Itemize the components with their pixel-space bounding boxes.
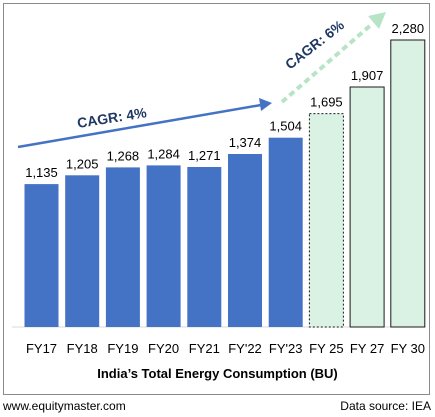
data-label-group: 1,135 1,205 1,268 1,284 1,271 1,374 1,504 1,695… <box>25 21 424 180</box>
x-tick-label: FY 25 <box>309 341 343 356</box>
x-tick-label: FY18 <box>67 341 98 356</box>
data-label: 1,374 <box>229 135 262 150</box>
bar-fy27 <box>349 86 385 328</box>
bar-fy25 <box>308 113 344 328</box>
x-axis-title: India’s Total Energy Consumption (BU) <box>97 366 338 381</box>
data-source-note: Data source: IEA <box>340 399 431 413</box>
data-label: 1,695 <box>310 95 343 110</box>
x-tick-label: FY20 <box>148 341 179 356</box>
x-tick-label: FY19 <box>107 341 138 356</box>
source-site[interactable]: www.equitymaster.com <box>3 399 126 413</box>
bar-fy23 <box>268 137 303 327</box>
cagr-4-arrowhead <box>259 98 272 111</box>
data-label: 1,284 <box>147 146 180 161</box>
cagr-6-arrowhead <box>368 12 386 29</box>
data-label: 1,135 <box>25 165 58 180</box>
bar-fy17 <box>24 184 59 327</box>
bar-group <box>24 39 426 328</box>
data-label: 1,271 <box>188 148 221 163</box>
x-tick-label: FY 30 <box>391 341 425 356</box>
x-tick-label: FY21 <box>189 341 220 356</box>
bar-fy18 <box>65 175 100 327</box>
data-label: 1,205 <box>66 156 99 171</box>
x-tick-label: FY 27 <box>350 341 384 356</box>
data-label: 1,268 <box>107 148 140 163</box>
bar-fy19 <box>105 167 140 327</box>
data-label: 1,907 <box>351 68 384 83</box>
bar-fy21 <box>187 167 222 327</box>
x-tick-label: FY17 <box>26 341 57 356</box>
bar-fy30 <box>390 39 426 328</box>
tick-label-group: FY17 FY18 FY19 FY20 FY21 FY'22 FY'23 FY 25 FY 27… <box>26 341 425 356</box>
bar-fy20 <box>146 165 181 327</box>
x-tick-label: FY'22 <box>228 341 262 356</box>
cagr-6-label: CAGR: 6% <box>282 16 347 72</box>
data-label: 2,280 <box>392 21 425 36</box>
data-label: 1,504 <box>269 119 302 134</box>
bar-fy22 <box>228 154 262 327</box>
x-tick-label: FY'23 <box>269 341 303 356</box>
cagr-4-arrow-line <box>17 103 262 149</box>
